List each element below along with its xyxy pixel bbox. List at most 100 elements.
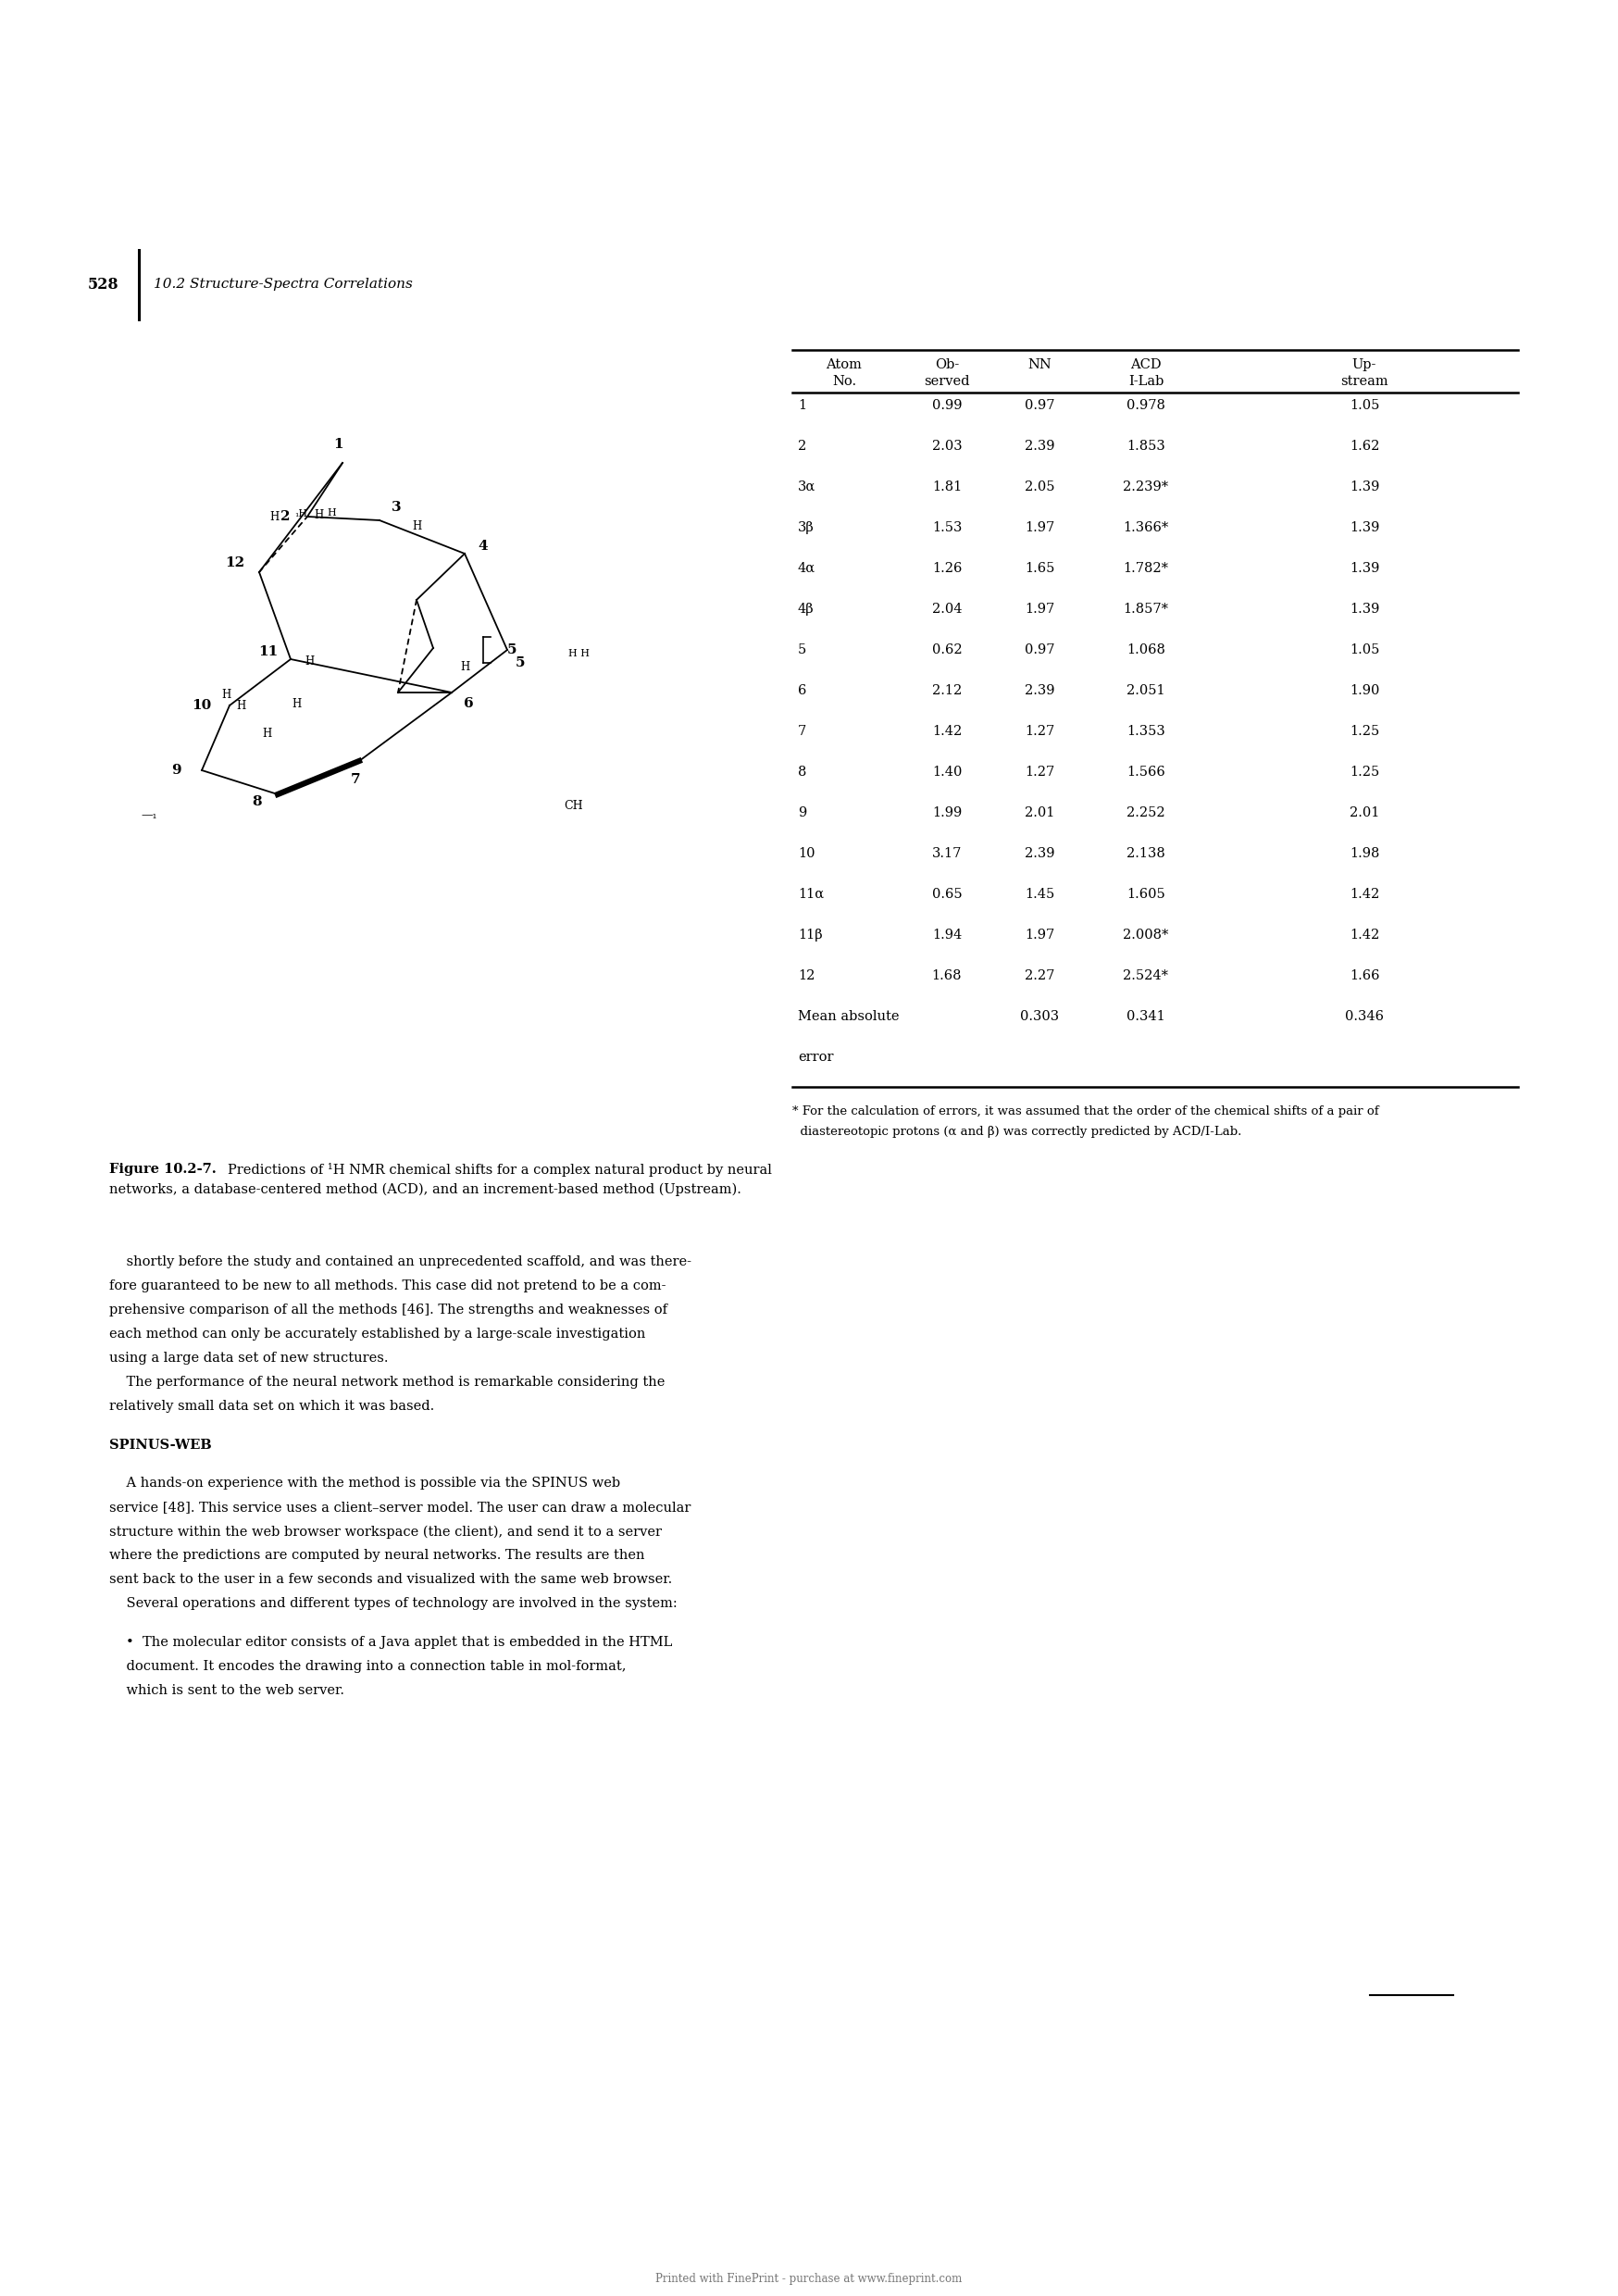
Text: 0.97: 0.97 xyxy=(1024,400,1055,411)
Text: served: served xyxy=(924,374,969,388)
Text: NN: NN xyxy=(1027,358,1052,372)
Text: * For the calculation of errors, it was assumed that the order of the chemical s: * For the calculation of errors, it was … xyxy=(793,1104,1379,1118)
Text: The performance of the neural network method is remarkable considering the: The performance of the neural network me… xyxy=(110,1375,665,1389)
Text: 1: 1 xyxy=(798,400,806,411)
Text: 2.01: 2.01 xyxy=(1024,806,1055,820)
Text: 2.39: 2.39 xyxy=(1024,441,1055,452)
Text: 2.524*: 2.524* xyxy=(1123,969,1168,983)
Text: 5: 5 xyxy=(508,643,518,657)
Text: networks, a database-centered method (ACD), and an increment-based method (Upstr: networks, a database-centered method (AC… xyxy=(110,1182,741,1196)
Text: 1.42: 1.42 xyxy=(1349,928,1379,941)
Text: 3β: 3β xyxy=(798,521,814,535)
Text: relatively small data set on which it was based.: relatively small data set on which it wa… xyxy=(110,1401,434,1412)
Text: 1.97: 1.97 xyxy=(1024,928,1055,941)
Text: each method can only be accurately established by a large-scale investigation: each method can only be accurately estab… xyxy=(110,1327,646,1341)
Text: H: H xyxy=(413,519,421,533)
Text: 2.138: 2.138 xyxy=(1126,847,1165,861)
Text: fore guaranteed to be new to all methods. This case did not pretend to be a com-: fore guaranteed to be new to all methods… xyxy=(110,1279,667,1293)
Text: diastereotopic protons (α and β) was correctly predicted by ACD/I-Lab.: diastereotopic protons (α and β) was cor… xyxy=(793,1125,1241,1139)
Text: 0.978: 0.978 xyxy=(1126,400,1165,411)
Text: 1.353: 1.353 xyxy=(1126,726,1165,737)
Text: H: H xyxy=(304,654,314,668)
Text: where the predictions are computed by neural networks. The results are then: where the predictions are computed by ne… xyxy=(110,1550,644,1561)
Text: Ob-: Ob- xyxy=(935,358,959,372)
Text: 0.99: 0.99 xyxy=(932,400,963,411)
Text: sent back to the user in a few seconds and visualized with the same web browser.: sent back to the user in a few seconds a… xyxy=(110,1573,671,1587)
Text: 12: 12 xyxy=(225,556,244,569)
Text: 1.66: 1.66 xyxy=(1349,969,1380,983)
Text: 528: 528 xyxy=(87,276,120,292)
Text: 2.27: 2.27 xyxy=(1024,969,1055,983)
Text: 2.239*: 2.239* xyxy=(1123,480,1168,494)
Text: 2: 2 xyxy=(798,441,806,452)
Text: H: H xyxy=(460,661,469,673)
Text: 2.051: 2.051 xyxy=(1126,684,1165,698)
Text: 10: 10 xyxy=(193,698,212,712)
Text: prehensive comparison of all the methods [46]. The strengths and weaknesses of: prehensive comparison of all the methods… xyxy=(110,1304,667,1316)
Text: 2.04: 2.04 xyxy=(932,602,963,615)
Text: 2: 2 xyxy=(280,510,290,523)
Text: —₁: —₁ xyxy=(141,808,157,820)
Text: 1.05: 1.05 xyxy=(1349,643,1380,657)
Text: H: H xyxy=(262,728,272,739)
Text: 0.65: 0.65 xyxy=(932,889,963,900)
Text: Figure 10.2-7.: Figure 10.2-7. xyxy=(110,1162,217,1176)
Text: 2.008*: 2.008* xyxy=(1123,928,1168,941)
Text: 11α: 11α xyxy=(798,889,824,900)
Text: 1.53: 1.53 xyxy=(932,521,963,535)
Text: 1.65: 1.65 xyxy=(1024,563,1055,574)
Text: H: H xyxy=(236,700,246,712)
Text: 1.366*: 1.366* xyxy=(1123,521,1168,535)
Text: H: H xyxy=(269,510,278,523)
Text: ACD: ACD xyxy=(1131,358,1162,372)
Text: ₁H: ₁H xyxy=(294,510,307,519)
Text: H H: H H xyxy=(568,650,589,659)
Text: 1.40: 1.40 xyxy=(932,765,963,778)
Text: 8: 8 xyxy=(252,794,262,808)
Text: 0.97: 0.97 xyxy=(1024,643,1055,657)
Text: Printed with FinePrint - purchase at www.fineprint.com: Printed with FinePrint - purchase at www… xyxy=(655,2273,963,2285)
Text: 1.39: 1.39 xyxy=(1349,480,1380,494)
Text: 0.341: 0.341 xyxy=(1126,1010,1165,1024)
Text: 9: 9 xyxy=(172,765,181,776)
Text: 7: 7 xyxy=(351,774,361,785)
Text: H: H xyxy=(222,689,231,700)
Text: 2.252: 2.252 xyxy=(1126,806,1165,820)
Text: Mean absolute: Mean absolute xyxy=(798,1010,900,1024)
Text: 5: 5 xyxy=(516,657,526,670)
Text: 1.39: 1.39 xyxy=(1349,602,1380,615)
Text: 1.42: 1.42 xyxy=(932,726,961,737)
Text: 3: 3 xyxy=(392,501,401,514)
Text: document. It encodes the drawing into a connection table in mol-format,: document. It encodes the drawing into a … xyxy=(110,1660,626,1674)
Text: 1.97: 1.97 xyxy=(1024,602,1055,615)
Text: 1.45: 1.45 xyxy=(1024,889,1055,900)
Text: 1: 1 xyxy=(333,439,343,450)
Text: H: H xyxy=(327,507,337,517)
Text: 2.03: 2.03 xyxy=(932,441,963,452)
Text: 1.94: 1.94 xyxy=(932,928,961,941)
Text: 1.62: 1.62 xyxy=(1349,441,1380,452)
Text: 1.566: 1.566 xyxy=(1126,765,1165,778)
Text: 1.99: 1.99 xyxy=(932,806,961,820)
Text: 2.39: 2.39 xyxy=(1024,847,1055,861)
Text: error: error xyxy=(798,1052,833,1063)
Text: 1.39: 1.39 xyxy=(1349,563,1380,574)
Text: 7: 7 xyxy=(798,726,806,737)
Text: 4: 4 xyxy=(479,540,489,553)
Text: CH: CH xyxy=(565,799,584,810)
Text: 3α: 3α xyxy=(798,480,815,494)
Text: 1.81: 1.81 xyxy=(932,480,961,494)
Text: 1.068: 1.068 xyxy=(1126,643,1165,657)
Text: 9: 9 xyxy=(798,806,806,820)
Text: 1.605: 1.605 xyxy=(1126,889,1165,900)
Text: SPINUS-WEB: SPINUS-WEB xyxy=(110,1437,212,1451)
Text: 1.853: 1.853 xyxy=(1126,441,1165,452)
Text: H: H xyxy=(291,698,301,709)
Text: 4α: 4α xyxy=(798,563,815,574)
Text: Atom: Atom xyxy=(827,358,862,372)
Text: using a large data set of new structures.: using a large data set of new structures… xyxy=(110,1352,388,1364)
Text: 1.782*: 1.782* xyxy=(1123,563,1168,574)
Text: A hands-on experience with the method is possible via the SPINUS web: A hands-on experience with the method is… xyxy=(110,1476,620,1490)
Text: 1.05: 1.05 xyxy=(1349,400,1380,411)
Text: 1.39: 1.39 xyxy=(1349,521,1380,535)
